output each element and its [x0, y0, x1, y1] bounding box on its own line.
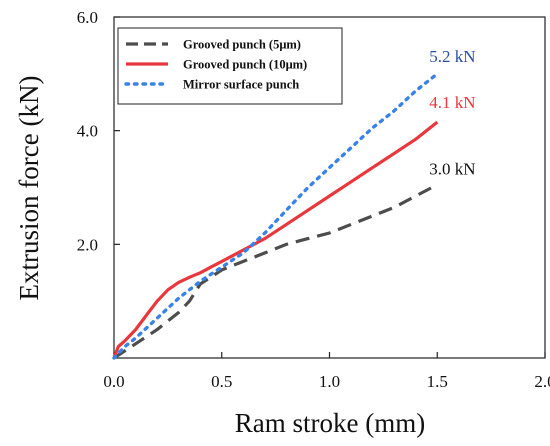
series-group: [112, 72, 439, 360]
legend-box: [117, 27, 343, 105]
series-line: [112, 72, 439, 360]
end-value-label: 3.0 kN: [429, 160, 475, 179]
x-tick-label: 1.0: [319, 372, 340, 391]
y-tick-label: 4.0: [77, 122, 98, 141]
y-axis-title: Extrusion force (kN): [14, 76, 44, 301]
x-axis-title: Ram stroke (mm): [235, 408, 425, 438]
series-line: [112, 120, 439, 359]
legend-label: Mirror surface punch: [183, 78, 299, 92]
legend: Grooved punch (5μm) Grooved punch (10μm) M…: [117, 27, 343, 105]
x-tick-label: 0.5: [211, 372, 232, 391]
end-value-label: 5.2 kN: [429, 47, 475, 66]
legend-label: Grooved punch (5μm): [183, 38, 301, 52]
x-tick-label: 1.5: [427, 372, 448, 391]
legend-items: Grooved punch (5μm) Grooved punch (10μm) M…: [124, 38, 307, 92]
y-tick-label: 2.0: [77, 235, 98, 254]
series-line: [113, 183, 439, 360]
end-value-label: 4.1 kN: [429, 93, 475, 112]
tick-group: 0.0 0.5 1.0 1.5 2.0 2.0 4.0 6.0: [77, 8, 550, 391]
x-tick-label: 0.0: [103, 372, 124, 391]
end-label-group: 3.0 kN 4.1 kN 5.2 kN: [429, 47, 475, 179]
x-tick-label: 2.0: [534, 372, 550, 391]
legend-label: Grooved punch (10μm): [183, 58, 307, 72]
y-tick-label: 6.0: [77, 8, 98, 27]
